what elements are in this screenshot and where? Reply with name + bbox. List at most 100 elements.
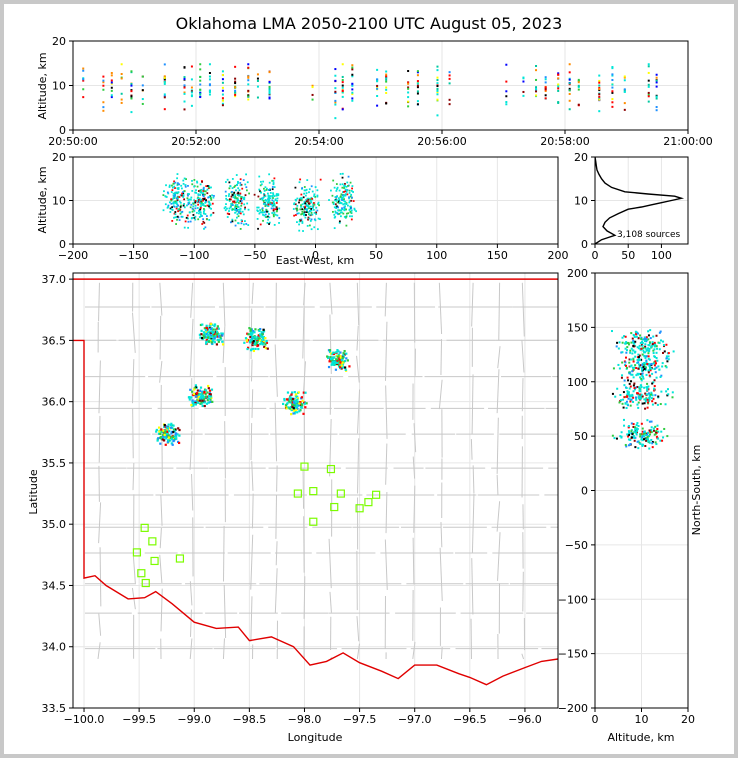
lightning-source-mark (179, 206, 182, 208)
lightning-source-mark (240, 219, 243, 222)
lightning-source-mark (171, 443, 174, 446)
lightning-source-mark (259, 336, 262, 339)
lightning-source-mark (645, 349, 648, 352)
lightning-source-mark (627, 392, 630, 395)
lightning-source-mark (629, 385, 632, 388)
lightning-source-mark (296, 397, 300, 400)
lightning-source-mark (163, 75, 166, 78)
lightning-source-mark (656, 347, 659, 350)
lightning-source-mark (110, 86, 113, 89)
lightning-source-mark (259, 190, 261, 193)
lightning-source-mark (235, 208, 238, 211)
lightning-source-mark (202, 220, 205, 223)
lightning-source-mark (188, 201, 191, 204)
lightning-source-mark (214, 328, 217, 331)
lightning-source-mark (259, 184, 262, 187)
lightning-source-mark (345, 212, 348, 215)
lightning-source-mark (176, 433, 179, 436)
lightning-source-mark (293, 404, 296, 407)
lightning-source-mark (652, 349, 655, 352)
lightning-source-mark (228, 213, 231, 216)
lightning-source-mark (275, 202, 278, 204)
lightning-source-mark (436, 93, 439, 96)
lightning-source-mark (624, 347, 627, 350)
lightning-source-mark (247, 79, 250, 82)
lightning-source-mark (205, 340, 208, 343)
lightning-source-mark (339, 196, 342, 198)
lightning-source-mark (641, 362, 644, 365)
lightning-source-mark (198, 389, 202, 392)
lightning-source-mark (646, 438, 649, 441)
county-boundary (251, 359, 253, 382)
lightning-source-mark (172, 182, 175, 185)
lightning-source-mark (647, 330, 650, 333)
county-boundary (438, 282, 443, 335)
lightning-source-mark (651, 341, 654, 344)
lightning-source-mark (293, 412, 296, 415)
lightning-source-mark (233, 191, 236, 194)
lightning-source-mark (258, 188, 261, 191)
lightning-source-mark (651, 344, 654, 347)
lightning-source-mark (638, 363, 641, 366)
lightning-source-mark (666, 360, 669, 363)
lightning-source-mark (162, 435, 165, 438)
lightning-source-mark (611, 90, 614, 93)
lightning-source-mark (623, 424, 626, 427)
lightning-source-mark (332, 203, 335, 206)
lightning-source-mark (631, 393, 634, 396)
lma-station-marker (336, 489, 345, 498)
lightning-source-mark (186, 197, 189, 200)
lightning-source-mark (644, 444, 647, 447)
lightning-source-mark (334, 99, 337, 102)
lightning-source-mark (557, 101, 560, 104)
lightning-source-mark (172, 197, 175, 199)
lightning-source-mark (210, 396, 213, 399)
lightning-source-mark (522, 90, 525, 93)
lightning-source-mark (217, 335, 221, 338)
lightning-source-mark (201, 398, 204, 401)
lightning-source-mark (652, 352, 655, 355)
lightning-source-mark (296, 221, 298, 224)
lightning-source-mark (305, 188, 308, 191)
lightning-source-mark (641, 340, 644, 343)
ns-height-ytick-label: 200 (567, 267, 588, 280)
lightning-source-mark (266, 192, 269, 195)
lightning-source-mark (263, 211, 266, 214)
lightning-source-mark (647, 388, 650, 391)
lightning-source-mark (272, 207, 275, 210)
lightning-source-mark (336, 361, 339, 365)
lightning-source-mark (170, 422, 173, 425)
lightning-source-mark (335, 358, 338, 361)
lightning-source-mark (650, 391, 653, 394)
lightning-source-mark (655, 443, 658, 446)
lightning-source-mark (648, 347, 651, 350)
lightning-source-mark (271, 186, 274, 188)
lightning-source-mark (255, 337, 258, 340)
lightning-source-mark (623, 75, 626, 78)
lightning-source-mark (200, 198, 203, 201)
lightning-source-mark (348, 201, 351, 204)
lightning-source-mark (210, 207, 213, 210)
lightning-source-mark (163, 82, 166, 85)
lightning-source-mark (338, 220, 341, 223)
lightning-source-mark (655, 97, 658, 100)
county-boundary (98, 282, 100, 322)
lightning-source-mark (651, 403, 654, 406)
lightning-source-mark (243, 341, 246, 344)
county-boundary (498, 282, 501, 341)
lightning-source-mark (228, 198, 231, 201)
lightning-source-mark (628, 371, 631, 374)
lightning-source-mark (611, 67, 614, 70)
lightning-source-mark (631, 433, 634, 436)
lightning-source-mark (633, 387, 636, 390)
lma-station-marker (293, 489, 302, 498)
lightning-source-mark (203, 198, 206, 200)
lightning-source-mark (648, 369, 651, 372)
lightning-source-mark (206, 185, 209, 187)
lightning-source-mark (170, 430, 174, 434)
county-boundary (356, 643, 360, 660)
lightning-source-mark (568, 63, 571, 66)
lightning-source-mark (339, 361, 342, 364)
lightning-source-mark (334, 101, 337, 104)
lightning-source-mark (292, 208, 295, 210)
